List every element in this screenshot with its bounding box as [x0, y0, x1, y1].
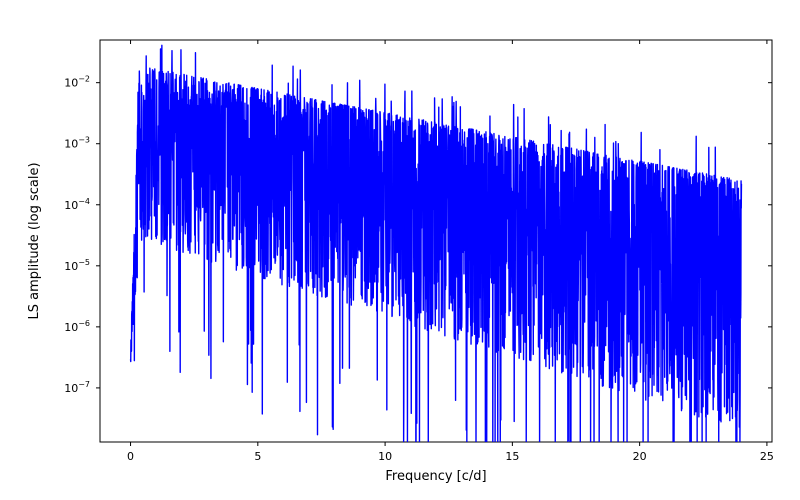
x-tick-label: 15 — [505, 450, 519, 463]
x-tick-label: 5 — [254, 450, 261, 463]
x-tick-label: 20 — [633, 450, 647, 463]
x-axis-label: Frequency [c/d] — [385, 469, 486, 484]
x-tick-label: 10 — [378, 450, 392, 463]
chart-root: 0510152025 10−710−610−510−410−310−2 Freq… — [0, 0, 800, 500]
y-axis-label: LS amplitude (log scale) — [27, 162, 42, 319]
periodogram-chart: 0510152025 10−710−610−510−410−310−2 Freq… — [0, 0, 800, 500]
x-tick-label: 0 — [127, 450, 134, 463]
x-tick-label: 25 — [760, 450, 774, 463]
